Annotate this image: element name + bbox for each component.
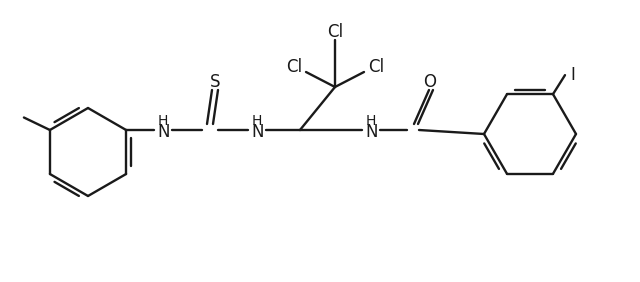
Text: N: N: [252, 123, 264, 141]
Text: H: H: [366, 114, 376, 128]
Text: Cl: Cl: [286, 58, 302, 76]
Text: Cl: Cl: [368, 58, 384, 76]
Text: S: S: [210, 73, 220, 91]
Text: Cl: Cl: [327, 23, 343, 41]
Text: I: I: [571, 66, 575, 84]
Text: H: H: [252, 114, 262, 128]
Text: N: N: [157, 123, 170, 141]
Text: O: O: [424, 73, 436, 91]
Text: N: N: [365, 123, 378, 141]
Text: H: H: [158, 114, 168, 128]
